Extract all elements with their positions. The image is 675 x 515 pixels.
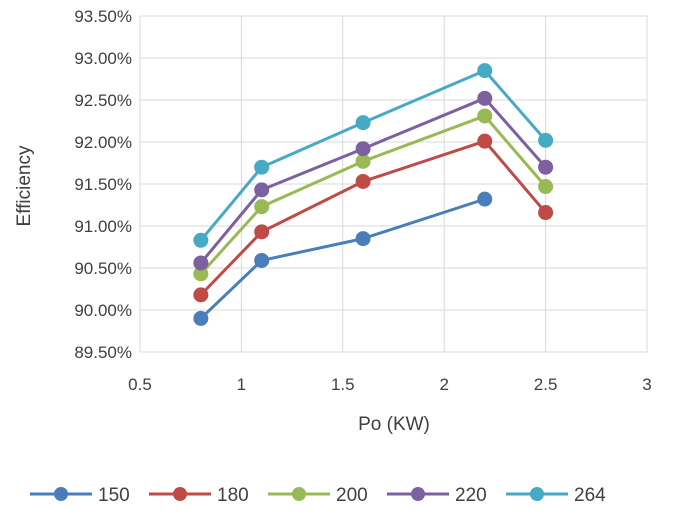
- x-tick-label: 1.5: [331, 375, 355, 394]
- data-point-150: [254, 252, 270, 268]
- data-point-180: [355, 173, 371, 189]
- data-point-200: [355, 153, 371, 169]
- legend: 150 180 200 220 264: [30, 485, 606, 506]
- axes: 89.50% 90.00% 90.50% 91.00% 91.50% 92.00% 92.5…: [74, 7, 651, 394]
- data-point-150: [477, 191, 493, 207]
- data-point-180: [193, 287, 209, 303]
- data-point-200: [254, 199, 270, 215]
- legend-label-180: 180: [217, 485, 249, 506]
- data-point-200: [477, 108, 493, 124]
- series-lines: [193, 63, 554, 326]
- legend-swatch-marker-180: [173, 487, 187, 501]
- legend-swatch-marker-150: [54, 487, 68, 501]
- y-tick-label: 91.50%: [74, 175, 132, 194]
- y-tick-label: 90.50%: [74, 259, 132, 278]
- data-point-200: [538, 179, 554, 195]
- series-line-150: [199, 197, 486, 320]
- x-tick-label: 2.5: [534, 375, 558, 394]
- y-axis-label: Efficiency: [14, 145, 35, 226]
- x-tick-label: 0.5: [128, 375, 152, 394]
- grid: [139, 15, 648, 353]
- y-tick-label: 93.50%: [74, 7, 132, 26]
- data-point-220: [477, 90, 493, 106]
- x-tick-label: 2: [439, 375, 448, 394]
- x-axis-label: Po (KW): [358, 414, 430, 435]
- y-tick-label: 89.50%: [74, 343, 132, 362]
- legend-label-200: 200: [336, 485, 368, 506]
- y-tick-label: 91.00%: [74, 217, 132, 236]
- data-point-264: [538, 132, 554, 148]
- data-point-264: [193, 232, 209, 248]
- legend-swatch-marker-200: [292, 487, 306, 501]
- y-tick-label: 92.00%: [74, 133, 132, 152]
- y-tick-label: 92.50%: [74, 91, 132, 110]
- y-tick-label: 90.00%: [74, 301, 132, 320]
- x-tick-label: 1: [237, 375, 246, 394]
- data-point-180: [254, 224, 270, 240]
- data-point-220: [538, 159, 554, 175]
- data-point-220: [254, 182, 270, 198]
- data-point-264: [355, 115, 371, 131]
- series-line-220: [199, 96, 547, 264]
- data-point-180: [538, 205, 554, 221]
- data-point-264: [477, 63, 493, 79]
- series-line-200: [199, 114, 547, 275]
- data-point-264: [254, 159, 270, 175]
- data-point-220: [193, 255, 209, 271]
- data-point-220: [355, 141, 371, 157]
- legend-label-220: 220: [455, 485, 487, 506]
- data-point-150: [355, 231, 371, 247]
- legend-label-150: 150: [98, 485, 130, 506]
- x-tick-label: 3: [642, 375, 651, 394]
- legend-label-264: 264: [574, 485, 606, 506]
- y-tick-label: 93.00%: [74, 49, 132, 68]
- data-point-180: [477, 133, 493, 149]
- legend-swatch-marker-264: [530, 487, 544, 501]
- legend-swatch-marker-220: [411, 487, 425, 501]
- data-point-150: [193, 310, 209, 326]
